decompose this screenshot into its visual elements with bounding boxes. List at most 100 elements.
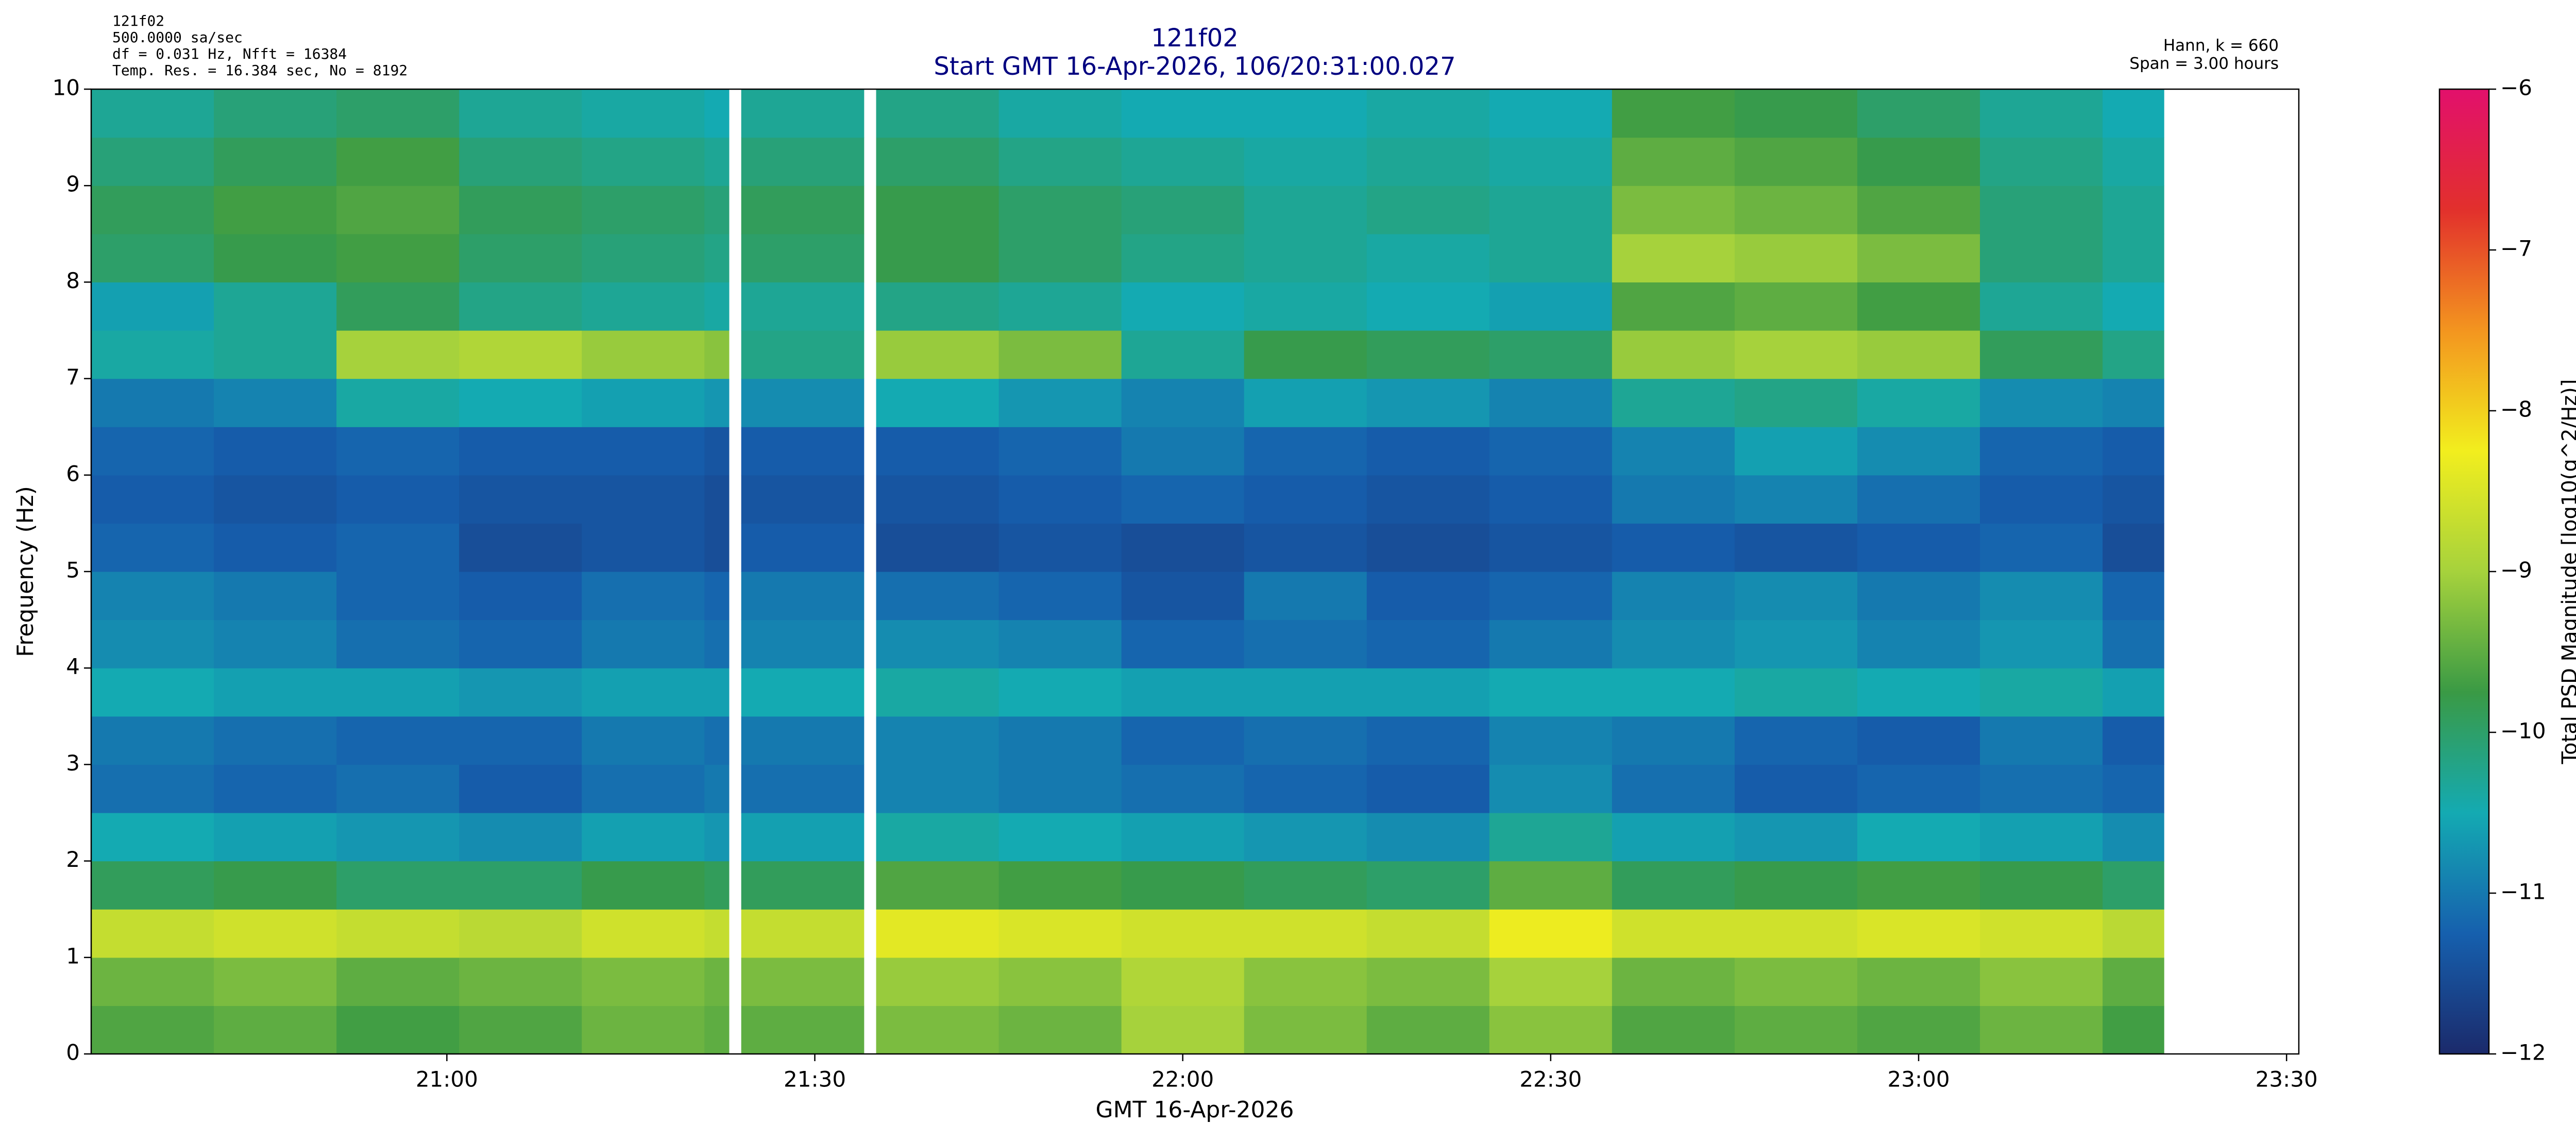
heatmap-cell	[1857, 427, 1980, 476]
heatmap-cell	[1980, 89, 2103, 138]
heatmap-cell	[704, 1005, 730, 1054]
heatmap	[91, 89, 2164, 1054]
heatmap-cell	[214, 378, 337, 427]
heatmap-cell	[1612, 764, 1735, 813]
heatmap-cell	[1612, 957, 1735, 1006]
heatmap-cell	[876, 282, 999, 331]
heatmap-cell	[336, 523, 460, 572]
heatmap-cell	[704, 427, 730, 476]
heatmap-cell	[1857, 764, 1980, 813]
heatmap-cell	[1489, 764, 1613, 813]
heatmap-cell	[1612, 186, 1735, 234]
heatmap-cell	[91, 909, 214, 958]
heatmap-cell	[1489, 572, 1613, 621]
heatmap-cell	[1244, 957, 1367, 1006]
colorbar-tick-label: −10	[2500, 718, 2546, 744]
heatmap-cell	[336, 186, 460, 234]
heatmap-cell	[704, 186, 730, 234]
heatmap-cell	[2103, 716, 2164, 765]
heatmap-cell	[741, 909, 865, 958]
heatmap-cell	[336, 813, 460, 862]
y-tick-label: 4	[66, 654, 80, 679]
heatmap-cell	[1980, 909, 2103, 958]
heatmap-cell	[459, 475, 582, 524]
heatmap-cell	[1612, 137, 1735, 186]
heatmap-cell	[1489, 619, 1613, 668]
colorbar-label: Total PSD Magnitude [log10(g^2/Hz)]	[2558, 379, 2576, 765]
heatmap-cell	[336, 861, 460, 910]
heatmap-cell	[1612, 475, 1735, 524]
heatmap-cell	[741, 668, 865, 717]
heatmap-cell	[1489, 668, 1613, 717]
heatmap-cell	[741, 1005, 865, 1054]
heatmap-cell	[336, 282, 460, 331]
heatmap-cell	[91, 957, 214, 1006]
heatmap-cell	[1244, 89, 1367, 138]
heatmap-cell	[998, 764, 1122, 813]
heatmap-cell	[1489, 330, 1613, 379]
heatmap-cell	[1734, 572, 1858, 621]
y-axis-label: Frequency (Hz)	[12, 486, 39, 657]
heatmap-cell	[2103, 475, 2164, 524]
heatmap-cell	[1121, 813, 1245, 862]
heatmap-cell	[876, 813, 999, 862]
heatmap-cell	[459, 909, 582, 958]
heatmap-cell	[704, 378, 730, 427]
heatmap-cell	[1366, 861, 1490, 910]
heatmap-cell	[336, 716, 460, 765]
heatmap-cell	[998, 233, 1122, 282]
heatmap-cell	[876, 378, 999, 427]
heatmap-cell	[741, 572, 865, 621]
heatmap-cell	[1980, 957, 2103, 1006]
heatmap-cell	[2103, 619, 2164, 668]
heatmap-cell	[704, 572, 730, 621]
heatmap-cell	[704, 233, 730, 282]
heatmap-cell	[1612, 619, 1735, 668]
heatmap-cell	[459, 427, 582, 476]
heatmap-cell	[876, 619, 999, 668]
heatmap-cell	[582, 89, 705, 138]
heatmap-cell	[336, 572, 460, 621]
heatmap-cell	[1121, 861, 1245, 910]
heatmap-cell	[1857, 716, 1980, 765]
heatmap-cell	[1489, 909, 1613, 958]
heatmap-cell	[998, 619, 1122, 668]
heatmap-cell	[336, 957, 460, 1006]
heatmap-cell	[2103, 233, 2164, 282]
heatmap-cell	[91, 233, 214, 282]
y-tick-label: 2	[66, 847, 80, 872]
heatmap-cell	[1244, 282, 1367, 331]
info-text: Temp. Res. = 16.384 sec, No = 8192	[112, 62, 408, 79]
info-text: 121f02	[112, 12, 164, 29]
heatmap-cell	[1734, 716, 1858, 765]
heatmap-cell	[1612, 572, 1735, 621]
heatmap-cell	[1244, 619, 1367, 668]
heatmap-cell	[582, 957, 705, 1006]
heatmap-cell	[1734, 427, 1858, 476]
heatmap-cell	[459, 861, 582, 910]
heatmap-cell	[1980, 233, 2103, 282]
heatmap-cell	[1489, 523, 1613, 572]
colorbar-tick-label: −7	[2500, 236, 2532, 261]
heatmap-cell	[741, 89, 865, 138]
heatmap-cell	[1121, 233, 1245, 282]
heatmap-cell	[459, 378, 582, 427]
x-tick-label: 22:00	[1151, 1067, 1214, 1092]
heatmap-cell	[214, 475, 337, 524]
heatmap-cell	[1734, 909, 1858, 958]
heatmap-cell	[459, 572, 582, 621]
heatmap-cell	[1121, 957, 1245, 1006]
heatmap-cell	[91, 137, 214, 186]
heatmap-cell	[582, 330, 705, 379]
heatmap-cell	[1612, 668, 1735, 717]
heatmap-cell	[741, 861, 865, 910]
heatmap-cell	[998, 861, 1122, 910]
heatmap-cell	[876, 668, 999, 717]
heatmap-cell	[704, 909, 730, 958]
heatmap-cell	[1980, 475, 2103, 524]
heatmap-cell	[2103, 186, 2164, 234]
heatmap-cell	[998, 909, 1122, 958]
heatmap-cell	[1366, 186, 1490, 234]
heatmap-cell	[459, 523, 582, 572]
